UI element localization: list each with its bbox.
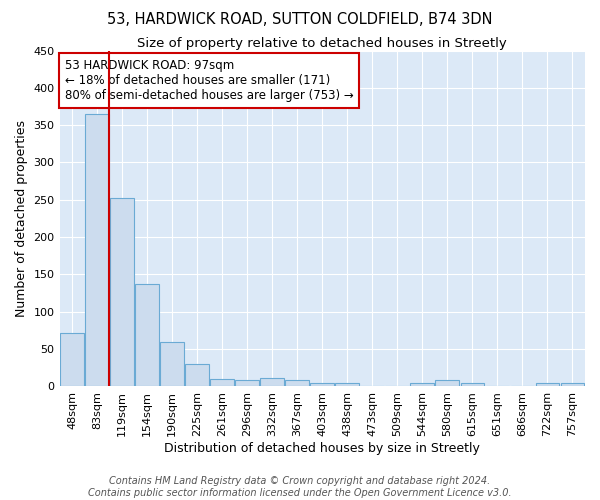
Bar — [60, 332, 84, 386]
Bar — [110, 198, 134, 386]
Text: 53, HARDWICK ROAD, SUTTON COLDFIELD, B74 3DN: 53, HARDWICK ROAD, SUTTON COLDFIELD, B74… — [107, 12, 493, 28]
Bar — [185, 364, 209, 386]
Bar — [260, 378, 284, 386]
Bar — [135, 284, 159, 386]
Bar — [85, 114, 109, 386]
Text: Contains HM Land Registry data © Crown copyright and database right 2024.
Contai: Contains HM Land Registry data © Crown c… — [88, 476, 512, 498]
Bar — [235, 380, 259, 386]
Y-axis label: Number of detached properties: Number of detached properties — [15, 120, 28, 317]
Bar — [536, 384, 559, 386]
Bar — [310, 384, 334, 386]
Bar — [410, 382, 434, 386]
Bar — [436, 380, 459, 386]
X-axis label: Distribution of detached houses by size in Streetly: Distribution of detached houses by size … — [164, 442, 480, 455]
Bar — [560, 384, 584, 386]
Title: Size of property relative to detached houses in Streetly: Size of property relative to detached ho… — [137, 38, 507, 51]
Bar — [335, 382, 359, 386]
Text: 53 HARDWICK ROAD: 97sqm
← 18% of detached houses are smaller (171)
80% of semi-d: 53 HARDWICK ROAD: 97sqm ← 18% of detache… — [65, 59, 353, 102]
Bar — [210, 379, 234, 386]
Bar — [160, 342, 184, 386]
Bar — [286, 380, 309, 386]
Bar — [461, 384, 484, 386]
